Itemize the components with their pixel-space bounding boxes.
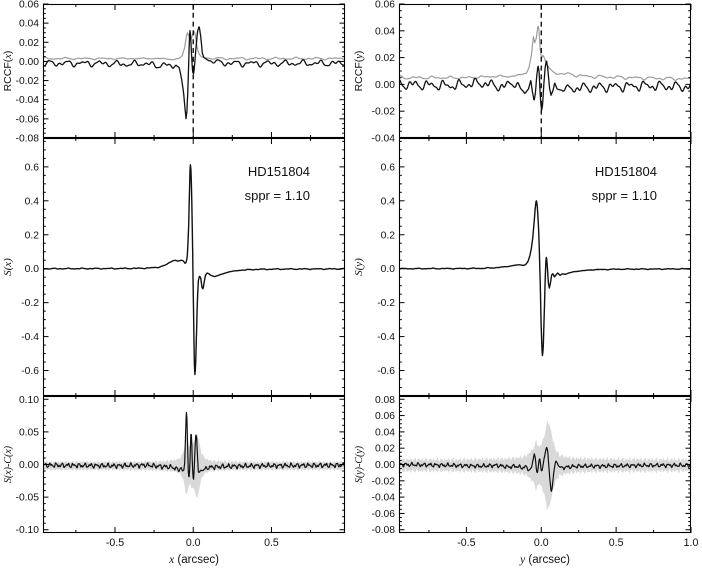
panel-diff-y-ticks [399, 396, 692, 533]
sppr-label: sppr = 1.10 [244, 188, 310, 203]
annotation-left: HD151804 sppr = 1.10 [178, 160, 310, 208]
panel-diff-x-ticks [43, 396, 345, 533]
y-tick-label: -0.2 [377, 298, 395, 309]
panel-s-y: 0.6 0.4 0.2 0.0 -0.2 -0.4 -0.6 S(y) [353, 137, 692, 397]
y-tick-label: 0.05 [19, 427, 39, 438]
y-tick-label: -0.04 [372, 493, 396, 504]
y-tick-label: -0.04 [372, 134, 396, 145]
diff_y-residual-curve [399, 446, 691, 492]
y-tick-label: 0.04 [375, 26, 395, 37]
rccf_y-y-axis-title: RCCF(y) [353, 51, 365, 92]
y-tick-label: 0.04 [375, 427, 395, 438]
y-tick-label: -0.2 [21, 298, 39, 309]
rccf_x-reference-gray-curve [43, 30, 345, 61]
rccf_y-rccf-black-curve [399, 60, 691, 111]
panel-rccf-x-tick-labels: 0.06 0.04 0.02 0.00 -0.02 -0.04 -0.06 -0.08 [16, 0, 40, 145]
x-tick-label: 1.0 [684, 537, 699, 549]
panel-diff-x-tick-labels: -0.5 0.0 0.5 0.10 0.05 0.00 -0.05 -0.10 [16, 395, 279, 549]
y-tick-label: 0.04 [19, 19, 39, 30]
sppr-label: sppr = 1.10 [591, 188, 657, 203]
y-tick-label: 0.10 [19, 395, 39, 406]
y-tick-label: -0.4 [21, 332, 39, 343]
panel-s-x-plot-area [43, 164, 345, 376]
panel-diff-x-plot-area [43, 411, 345, 498]
y-tick-label: 0.0 [381, 264, 396, 275]
rccf_y-reference-gray-curve [399, 25, 691, 81]
panel-diff-y: -0.5 0.0 0.5 1.0 0.08 0.06 0.04 0.02 0.00 -0.02 -0… [354, 395, 699, 566]
x-tick-label: 0.0 [534, 537, 549, 549]
panel-diff-y-tick-labels: -0.5 0.0 0.5 1.0 0.08 0.06 0.04 0.02 0.00 -0.02 -0… [372, 395, 699, 549]
panel-rccf-y-ticks [399, 3, 692, 139]
y-tick-label: 0.02 [375, 444, 395, 455]
panel-rccf-x: 0.06 0.04 0.02 0.00 -0.02 -0.04 -0.06 -0.08 RCCF… [2, 0, 346, 145]
diff_x-x-axis-title: x (arcsec) [168, 554, 219, 566]
panel-s-y-tick-labels: 0.6 0.4 0.2 0.0 -0.2 -0.4 -0.6 [377, 162, 395, 377]
y-tick-label: 0.2 [25, 230, 40, 241]
panel-rccf-y-tick-labels: 0.06 0.04 0.02 0.00 -0.02 -0.04 [372, 0, 396, 145]
rccf_x-y-axis-title: RCCF(x) [2, 51, 14, 92]
y-tick-label: 0.06 [19, 0, 39, 11]
diff_y-y-axis-title: S(y)-C(y) [354, 445, 365, 483]
panel-diff-y-plot-area [399, 420, 691, 510]
y-tick-label: -0.02 [16, 76, 40, 87]
panel-s-x-tick-labels: 0.6 0.4 0.2 0.0 -0.2 -0.4 -0.6 [21, 162, 39, 377]
x-tick-label: -0.5 [106, 537, 124, 549]
diff_y-x-axis-title: y (arcsec) [519, 554, 570, 566]
y-tick-label: 0.6 [25, 162, 40, 173]
y-tick-label: 0.00 [375, 80, 395, 91]
x-tick-label: 0.0 [186, 537, 201, 549]
y-tick-label: -0.08 [372, 525, 396, 536]
x-tick-label: 0.5 [609, 537, 624, 549]
y-tick-label: 0.00 [375, 460, 395, 471]
panel-diff-x: -0.5 0.0 0.5 0.10 0.05 0.00 -0.05 -0.10 S(x)-C(x… [3, 395, 346, 566]
y-tick-label: -0.4 [377, 332, 395, 343]
y-tick-label: 0.02 [19, 38, 39, 49]
panel-rccf-x-ticks [43, 3, 345, 139]
y-tick-label: -0.06 [372, 509, 396, 520]
diff_x-residual-curve [43, 411, 345, 480]
y-tick-label: -0.08 [16, 134, 40, 145]
y-tick-label: -0.04 [16, 95, 40, 106]
y-tick-label: 0.4 [381, 196, 396, 207]
y-tick-label: -0.06 [16, 114, 40, 125]
s_y-y-axis-title: S(y) [353, 258, 365, 276]
panel-s-x-frame [42, 137, 346, 397]
y-tick-label: -0.6 [377, 366, 395, 377]
y-tick-label: 0.6 [381, 162, 396, 173]
y-tick-label: -0.02 [372, 476, 396, 487]
panel-s-y-plot-area [399, 200, 691, 357]
s_x-y-axis-title: S(x) [2, 258, 14, 276]
y-tick-label: 0.0 [25, 264, 40, 275]
y-tick-label: -0.10 [16, 525, 40, 536]
diff_y-error-band [399, 420, 691, 510]
panel-s-x: 0.6 0.4 0.2 0.0 -0.2 -0.4 -0.6 S(x) [2, 137, 346, 397]
y-tick-label: -0.05 [16, 493, 40, 504]
y-tick-label: 0.4 [25, 196, 40, 207]
panel-s-y-frame [398, 137, 692, 397]
star-name-label: HD151804 [247, 164, 310, 179]
panel-s-y-ticks [399, 138, 692, 397]
panel-rccf-y-plot-area [399, 25, 691, 111]
y-tick-label: 0.06 [375, 411, 395, 422]
x-tick-label: 0.5 [264, 537, 279, 549]
y-tick-label: 0.00 [19, 57, 39, 68]
y-tick-label: 0.08 [375, 395, 395, 406]
x-tick-label: -0.5 [457, 537, 475, 549]
rccf_x-rccf-black-curve [43, 26, 345, 120]
y-tick-label: 0.2 [381, 230, 396, 241]
s_x-shift-signal-curve [43, 164, 345, 376]
y-tick-label: -0.6 [21, 366, 39, 377]
diff_x-y-axis-title: S(x)-C(x) [3, 445, 14, 483]
panel-rccf-y: 0.06 0.04 0.02 0.00 -0.02 -0.04 RCCF(y) [353, 0, 692, 145]
y-tick-label: -0.02 [372, 107, 396, 118]
y-tick-label: 0.02 [375, 53, 395, 64]
annotation-right: HD151804 sppr = 1.10 [525, 160, 657, 208]
y-tick-label: 0.06 [375, 0, 395, 11]
y-tick-label: 0.00 [19, 460, 39, 471]
panel-rccf-x-plot-area [43, 26, 345, 120]
panel-s-x-ticks [43, 138, 345, 397]
s_y-shift-signal-curve [399, 200, 691, 357]
star-name-label: HD151804 [594, 164, 657, 179]
